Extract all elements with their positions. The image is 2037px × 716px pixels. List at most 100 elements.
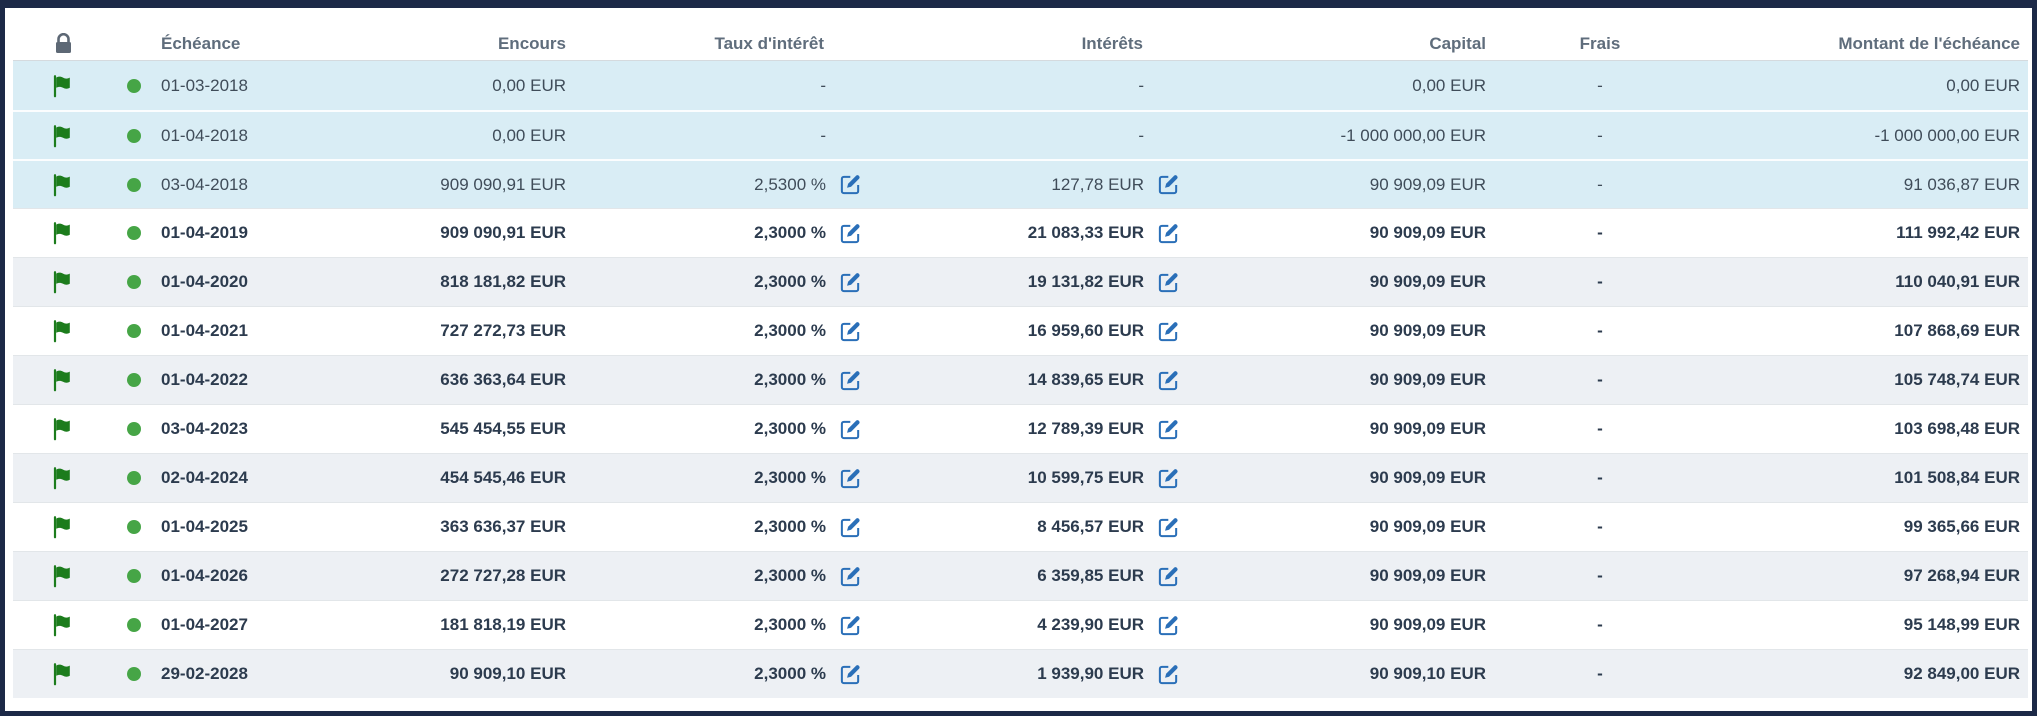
frais-value: - — [1597, 272, 1603, 291]
row-status-cell — [113, 275, 155, 289]
edit-icon[interactable] — [1157, 663, 1180, 686]
echeance-date: 01-04-2026 — [161, 566, 248, 585]
edit-icon[interactable] — [1157, 271, 1180, 294]
capital-value: 90 909,09 EUR — [1369, 517, 1486, 536]
interets-value: 14 839,65 EUR — [1027, 370, 1144, 389]
status-dot-icon — [127, 177, 141, 192]
taux-value: 2,3000 % — [754, 370, 826, 389]
column-header-encours: Encours — [497, 34, 566, 53]
taux-value: 2,3000 % — [754, 223, 826, 242]
edit-icon[interactable] — [839, 320, 862, 343]
edit-icon[interactable] — [1157, 614, 1180, 637]
capital-value: 90 909,09 EUR — [1369, 419, 1486, 438]
table-header-row: Échéance Encours Taux d'intérêt Intérêts… — [13, 8, 2028, 61]
encours-value: 0,00 EUR — [492, 75, 566, 95]
interets-value: 19 131,82 EUR — [1027, 272, 1144, 291]
encours-value: 909 090,91 EUR — [440, 223, 566, 242]
montant-value: 105 748,74 EUR — [1894, 370, 2020, 389]
edit-icon[interactable] — [1157, 320, 1180, 343]
row-status-cell — [113, 128, 155, 143]
montant-value: 101 508,84 EUR — [1894, 468, 2020, 487]
table-row[interactable]: 03-04-2018 909 090,91 EUR 2,5300 % 127,7… — [13, 159, 2028, 208]
encours-value: 545 454,55 EUR — [440, 419, 566, 438]
table-row[interactable]: 01-04-2020 818 181,82 EUR 2,3000 % 19 13… — [13, 257, 2028, 306]
edit-icon[interactable] — [839, 369, 862, 392]
edit-icon[interactable] — [1157, 565, 1180, 588]
row-flag-cell — [13, 515, 113, 539]
row-flag-cell — [13, 613, 113, 637]
encours-value: 454 545,46 EUR — [440, 468, 566, 487]
edit-icon[interactable] — [1157, 173, 1180, 196]
table-row[interactable]: 02-04-2024 454 545,46 EUR 2,3000 % 10 59… — [13, 453, 2028, 502]
table-row[interactable]: 01-04-2021 727 272,73 EUR 2,3000 % 16 95… — [13, 306, 2028, 355]
edit-icon[interactable] — [1157, 467, 1180, 490]
edit-icon[interactable] — [839, 418, 862, 441]
table-row[interactable]: 01-04-2019 909 090,91 EUR 2,3000 % 21 08… — [13, 208, 2028, 257]
row-status-cell — [113, 177, 155, 192]
status-dot-icon — [127, 471, 141, 485]
edit-icon[interactable] — [839, 614, 862, 637]
row-flag-cell — [13, 368, 113, 392]
echeance-date: 01-04-2022 — [161, 370, 248, 389]
montant-value: 0,00 EUR — [1946, 75, 2020, 95]
taux-value: 2,3000 % — [754, 566, 826, 585]
edit-icon[interactable] — [1157, 418, 1180, 441]
interets-value: - — [1138, 125, 1144, 145]
encours-value: 181 818,19 EUR — [440, 615, 566, 634]
capital-value: 0,00 EUR — [1412, 75, 1486, 95]
edit-icon[interactable] — [839, 173, 862, 196]
echeance-date: 01-04-2019 — [161, 223, 248, 242]
row-status-cell — [113, 324, 155, 338]
capital-value: 90 909,10 EUR — [1369, 664, 1486, 683]
status-dot-icon — [127, 226, 141, 240]
row-status-cell — [113, 569, 155, 583]
taux-value: 2,3000 % — [754, 517, 826, 536]
table-row[interactable]: 01-03-2018 0,00 EUR - - — [13, 61, 2028, 110]
row-status-cell — [113, 618, 155, 632]
status-dot-icon — [127, 78, 141, 93]
montant-value: -1 000 000,00 EUR — [1874, 125, 2020, 145]
column-header-frais: Frais — [1579, 34, 1621, 53]
taux-value: 2,3000 % — [754, 272, 826, 291]
row-flag-cell — [13, 124, 113, 148]
montant-value: 99 365,66 EUR — [1903, 517, 2020, 536]
interets-value: 6 359,85 EUR — [1037, 566, 1144, 585]
flag-icon — [51, 124, 75, 148]
echeance-date: 01-04-2020 — [161, 272, 248, 291]
row-status-cell — [113, 226, 155, 240]
echeance-date: 01-03-2018 — [161, 75, 248, 95]
interets-value: 16 959,60 EUR — [1027, 321, 1144, 340]
edit-icon[interactable] — [1157, 516, 1180, 539]
table-row[interactable]: 01-04-2022 636 363,64 EUR 2,3000 % 14 83… — [13, 355, 2028, 404]
capital-value: 90 909,09 EUR — [1369, 223, 1486, 242]
edit-icon[interactable] — [1157, 222, 1180, 245]
flag-icon — [51, 221, 75, 245]
table-row[interactable]: 29-02-2028 90 909,10 EUR 2,3000 % 1 939,… — [13, 649, 2028, 698]
edit-icon[interactable] — [839, 467, 862, 490]
row-flag-cell — [13, 564, 113, 588]
frais-value: - — [1597, 419, 1603, 438]
flag-icon — [51, 173, 75, 197]
edit-icon[interactable] — [839, 271, 862, 294]
table-row[interactable]: 01-04-2027 181 818,19 EUR 2,3000 % 4 239… — [13, 600, 2028, 649]
row-flag-cell — [13, 466, 113, 490]
table-row[interactable]: 03-04-2023 545 454,55 EUR 2,3000 % 12 78… — [13, 404, 2028, 453]
frais-value: - — [1597, 223, 1603, 242]
row-status-cell — [113, 520, 155, 534]
frais-value: - — [1597, 75, 1603, 95]
table-row[interactable]: 01-04-2026 272 727,28 EUR 2,3000 % 6 359… — [13, 551, 2028, 600]
row-flag-cell — [13, 662, 113, 686]
status-dot-icon — [127, 373, 141, 387]
table-row[interactable]: 01-04-2025 363 636,37 EUR 2,3000 % 8 456… — [13, 502, 2028, 551]
edit-icon[interactable] — [839, 222, 862, 245]
edit-icon[interactable] — [839, 663, 862, 686]
interets-value: 12 789,39 EUR — [1027, 419, 1144, 438]
edit-icon[interactable] — [839, 516, 862, 539]
taux-value: 2,3000 % — [754, 615, 826, 634]
frais-value: - — [1597, 174, 1603, 194]
edit-icon[interactable] — [1157, 369, 1180, 392]
edit-icon[interactable] — [839, 565, 862, 588]
flag-icon — [51, 270, 75, 294]
table-row[interactable]: 01-04-2018 0,00 EUR - - — [13, 110, 2028, 159]
encours-value: 727 272,73 EUR — [440, 321, 566, 340]
